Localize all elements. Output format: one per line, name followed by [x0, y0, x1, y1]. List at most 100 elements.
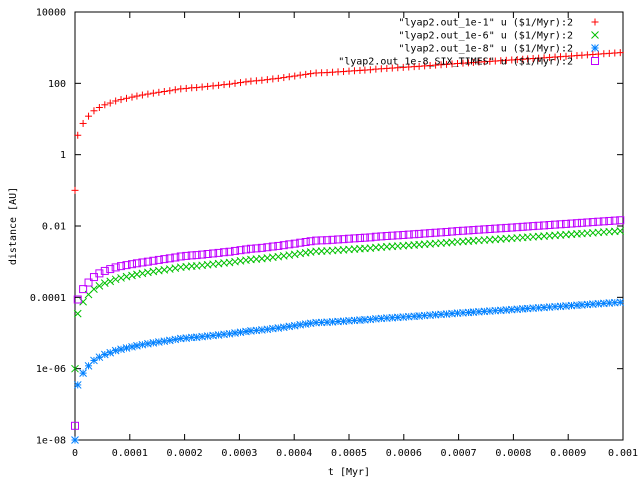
data-point: [182, 251, 191, 260]
y-tick-label: 1: [60, 150, 66, 161]
data-point: [241, 245, 250, 254]
legend: "lyap2.out_1e-1" u ($1/Myr):2 "lyap2.out_…: [338, 18, 599, 68]
data-point: [496, 224, 505, 233]
data-point: [360, 233, 369, 242]
data-point: [534, 221, 543, 230]
data-point: [312, 236, 321, 245]
data-point: [507, 223, 516, 232]
x-tick-label: 0.0008: [495, 448, 531, 459]
data-point: [301, 248, 310, 257]
legend-entry: "lyap2.out_1e-1" u ($1/Myr):2: [398, 18, 599, 29]
data-point: [127, 260, 136, 269]
data-point: [106, 265, 115, 274]
series-points: [71, 227, 625, 373]
data-point: [176, 252, 185, 261]
data-point: [132, 259, 141, 268]
data-point: [545, 221, 554, 230]
data-point: [95, 104, 103, 112]
data-point: [420, 229, 429, 238]
data-point: [79, 369, 87, 377]
data-point: [95, 269, 104, 278]
data-point: [79, 285, 88, 294]
data-point: [285, 240, 294, 249]
data-point: [182, 84, 190, 92]
data-point: [257, 243, 266, 252]
data-point: [252, 77, 260, 85]
data-point: [226, 80, 234, 88]
data-point: [567, 219, 576, 228]
data-point: [95, 281, 104, 290]
data-point: [594, 217, 603, 226]
data-point: [442, 227, 451, 236]
x-tick-label: 0.0001: [112, 448, 148, 459]
data-point: [236, 246, 245, 255]
x-tick-label: 0.0005: [331, 448, 367, 459]
data-point: [100, 350, 109, 359]
data-point: [231, 79, 239, 87]
data-point: [112, 97, 120, 105]
data-point: [350, 234, 359, 243]
data-point: [577, 218, 586, 227]
data-point: [377, 232, 386, 241]
legend-entry: "lyap2.out_1e-8" u ($1/Myr):2: [398, 44, 599, 55]
data-point: [90, 285, 98, 293]
data-point: [591, 44, 599, 52]
data-point: [171, 253, 180, 262]
x-tick-label: 0.0007: [441, 448, 477, 459]
data-point: [415, 229, 424, 238]
data-point: [100, 279, 109, 287]
data-point: [474, 225, 483, 234]
data-point: [274, 241, 283, 250]
data-point: [371, 232, 380, 241]
data-point: [540, 221, 549, 230]
data-point: [154, 255, 163, 264]
data-point: [583, 218, 592, 227]
data-point: [616, 227, 625, 235]
data-point: [437, 228, 446, 237]
data-point: [296, 238, 305, 247]
data-point: [236, 79, 244, 87]
data-point: [71, 436, 79, 444]
data-point: [193, 84, 201, 92]
data-point: [491, 224, 500, 233]
legend-entry: "lyap2.out_1e-8_SIX_TIMES" u ($1/Myr):2: [338, 57, 599, 68]
data-point: [128, 342, 136, 351]
data-point: [90, 356, 98, 365]
data-point: [144, 90, 152, 98]
legend-label: "lyap2.out_1e-8_SIX_TIMES" u ($1/Myr):2: [338, 57, 573, 68]
data-point: [111, 263, 120, 272]
data-point: [599, 217, 608, 226]
data-point: [138, 258, 147, 267]
y-tick-label: 1e-08: [36, 436, 66, 447]
data-point: [106, 277, 115, 286]
data-point: [307, 70, 315, 78]
data-point: [591, 57, 599, 65]
data-point: [399, 230, 408, 239]
data-point: [616, 298, 625, 307]
data-point: [198, 250, 207, 259]
data-point: [165, 254, 174, 263]
data-point: [591, 31, 599, 39]
data-point: [290, 239, 299, 248]
data-point: [469, 226, 478, 235]
data-point: [246, 244, 255, 253]
data-point: [225, 247, 234, 256]
x-tick-label: 0.001: [608, 448, 638, 459]
data-point: [562, 219, 571, 228]
data-point: [79, 119, 87, 127]
data-point: [166, 87, 174, 95]
data-point: [263, 76, 271, 84]
data-point: [393, 231, 402, 240]
data-point: [160, 255, 169, 264]
data-point: [302, 70, 310, 78]
legend-label: "lyap2.out_1e-8" u ($1/Myr):2: [398, 44, 573, 55]
data-point: [101, 101, 109, 109]
data-point: [426, 229, 435, 238]
y-tick-label: 10000: [36, 8, 66, 19]
data-point: [128, 271, 136, 280]
data-point: [71, 364, 79, 373]
data-point: [252, 244, 261, 253]
data-point: [198, 83, 206, 91]
data-point: [366, 66, 374, 74]
data-point: [123, 94, 131, 102]
